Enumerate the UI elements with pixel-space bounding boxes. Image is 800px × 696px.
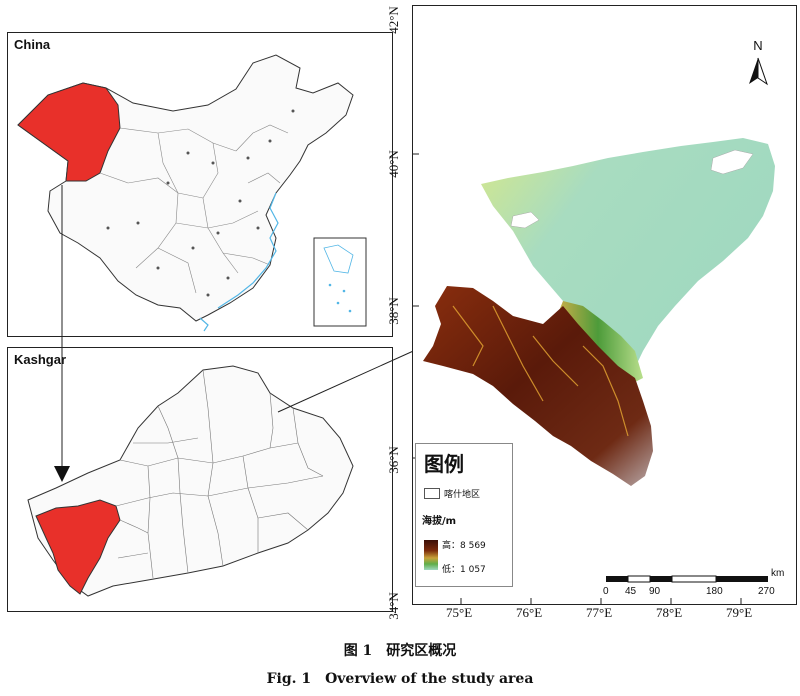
china-panel-label: China bbox=[14, 37, 51, 52]
kashgar-panel-label: Kashgar bbox=[14, 352, 67, 367]
lat-tick-42: 42°N bbox=[385, 6, 401, 34]
scale-label-180: 180 bbox=[706, 586, 723, 597]
legend-region-label: 喀什地区 bbox=[444, 490, 481, 500]
lon-tick-77: 77°E bbox=[586, 605, 613, 620]
lon-tick-79: 79°E bbox=[726, 605, 753, 620]
legend-low-label: 低：1 057 bbox=[442, 565, 486, 575]
scale-bar bbox=[606, 575, 768, 583]
lon-tick-76: 76°E bbox=[516, 605, 543, 620]
legend-elevation-ramp bbox=[424, 540, 438, 570]
map-legend: 图例 喀什地区 海拔/m 高：8 569 低：1 057 bbox=[415, 443, 513, 587]
legend-high-label: 高：8 569 bbox=[442, 541, 486, 551]
figure-caption-cn: 图 1 研究区概况 bbox=[343, 643, 457, 659]
kashgar-region bbox=[35, 499, 121, 595]
legend-region-swatch bbox=[424, 488, 440, 499]
north-label: N bbox=[753, 38, 762, 53]
scale-unit: km bbox=[771, 568, 785, 579]
legend-elevation-title: 海拔/m bbox=[422, 516, 457, 527]
mountain-region bbox=[423, 286, 653, 486]
elevation-map: N bbox=[413, 38, 775, 604]
figure-caption-en: Fig. 1 Overview of the study area bbox=[266, 671, 534, 687]
kashgar-inset-panel: Kashgar bbox=[7, 347, 393, 612]
scale-label-0: 0 bbox=[603, 586, 609, 597]
north-arrow-icon bbox=[749, 57, 768, 86]
lat-tick-40: 40°N bbox=[385, 150, 401, 178]
plain-region bbox=[481, 138, 775, 378]
lon-tick-78: 78°E bbox=[656, 605, 683, 620]
lat-tick-34: 34°N bbox=[385, 592, 401, 620]
legend-title: 图例 bbox=[424, 452, 464, 476]
xinjiang-region bbox=[17, 82, 121, 182]
china-inset-panel: China bbox=[7, 32, 393, 337]
scale-label-270: 270 bbox=[758, 586, 775, 597]
lat-tick-38: 38°N bbox=[385, 297, 401, 325]
scale-label-90: 90 bbox=[649, 586, 661, 597]
elevation-map-frame: N 0 45 90 180 270 km bbox=[412, 5, 797, 605]
lat-tick-36: 36°N bbox=[385, 446, 401, 474]
scale-label-45: 45 bbox=[625, 586, 637, 597]
xinjiang-outline-map bbox=[27, 365, 354, 597]
china-outline-map bbox=[17, 54, 367, 332]
lon-tick-75: 75°E bbox=[446, 605, 473, 620]
